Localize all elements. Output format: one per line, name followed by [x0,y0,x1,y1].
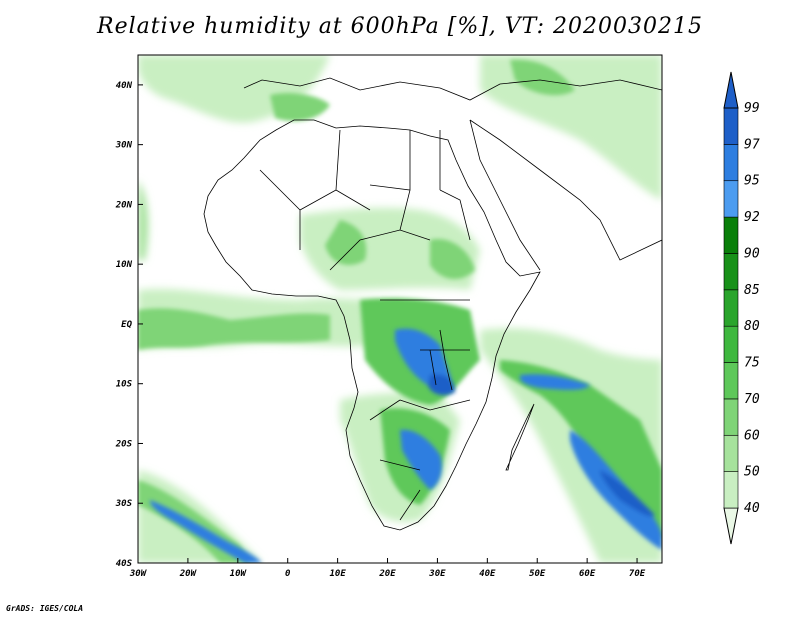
plot-frame [137,54,663,564]
lat-tick-label: 10N [116,260,133,270]
colorbar: 40 50 60 70 75 80 85 90 92 95 97 99 [723,71,760,545]
colorbar-box [723,325,739,363]
lon-tick-label: 10E [329,569,346,579]
colorbar-label: 60 [744,428,760,443]
colorbar-label: 95 [744,174,760,189]
colorbar-box [723,471,739,509]
colorbar-lower-triangle [723,507,739,545]
lat-tick-label: EQ [121,320,132,330]
lat-tick-label: 40S [116,559,133,569]
colorbar-box [723,107,739,145]
colorbar-box [723,398,739,436]
colorbar-box [723,289,739,327]
colorbar-box [723,253,739,291]
colorbar-box [723,362,739,400]
colorbar-label: 80 [744,319,760,334]
colorbar-box [723,434,739,472]
lon-tick-label: 10W [230,569,248,579]
humidity-field [138,55,662,563]
lon-tick-label: 20W [179,569,198,579]
chart-title: Relative humidity at 600hPa [%], VT: 202… [97,14,703,39]
colorbar-box [723,180,739,218]
colorbar-box [723,144,739,182]
lat-tick-label: 30S [115,499,133,509]
lon-tick-label: 70E [629,569,646,579]
lat-tick-label: 30N [115,141,133,151]
colorbar-label: 90 [744,246,760,261]
lon-tick-label: 50E [529,569,546,579]
colorbar-label: 92 [744,210,760,225]
lon-tick-label: 60E [579,569,596,579]
lon-tick-label: 30E [428,569,446,579]
lon-tick-label: 30W [129,569,148,579]
colorbar-box [723,216,739,254]
credit-text: GrADS: IGES/COLA [6,604,84,613]
lon-tick-label: 20E [378,569,396,579]
lat-tick-label: 20S [115,439,133,449]
latitude-ticks: 40N 30N 20N 10N EQ 10S 20S 30S 40S [115,81,143,569]
lon-tick-label: 0 [285,569,291,579]
colorbar-label: 70 [744,392,760,407]
coastlines [203,77,662,531]
colorbar-label: 50 [744,465,760,480]
colorbar-label: 75 [744,356,760,371]
lat-tick-label: 10S [116,380,133,390]
colorbar-label: 97 [744,137,760,152]
longitude-ticks: 30W 20W 10W 0 10E 20E 30E 40E 50E 60E 70E [129,558,646,579]
colorbar-label: 40 [744,501,760,516]
lat-tick-label: 20N [115,200,133,210]
colorbar-upper-triangle [723,71,739,109]
colorbar-label: 99 [744,101,760,116]
lon-tick-label: 40E [479,569,496,579]
colorbar-label: 85 [744,283,760,298]
lat-tick-label: 40N [116,81,133,91]
